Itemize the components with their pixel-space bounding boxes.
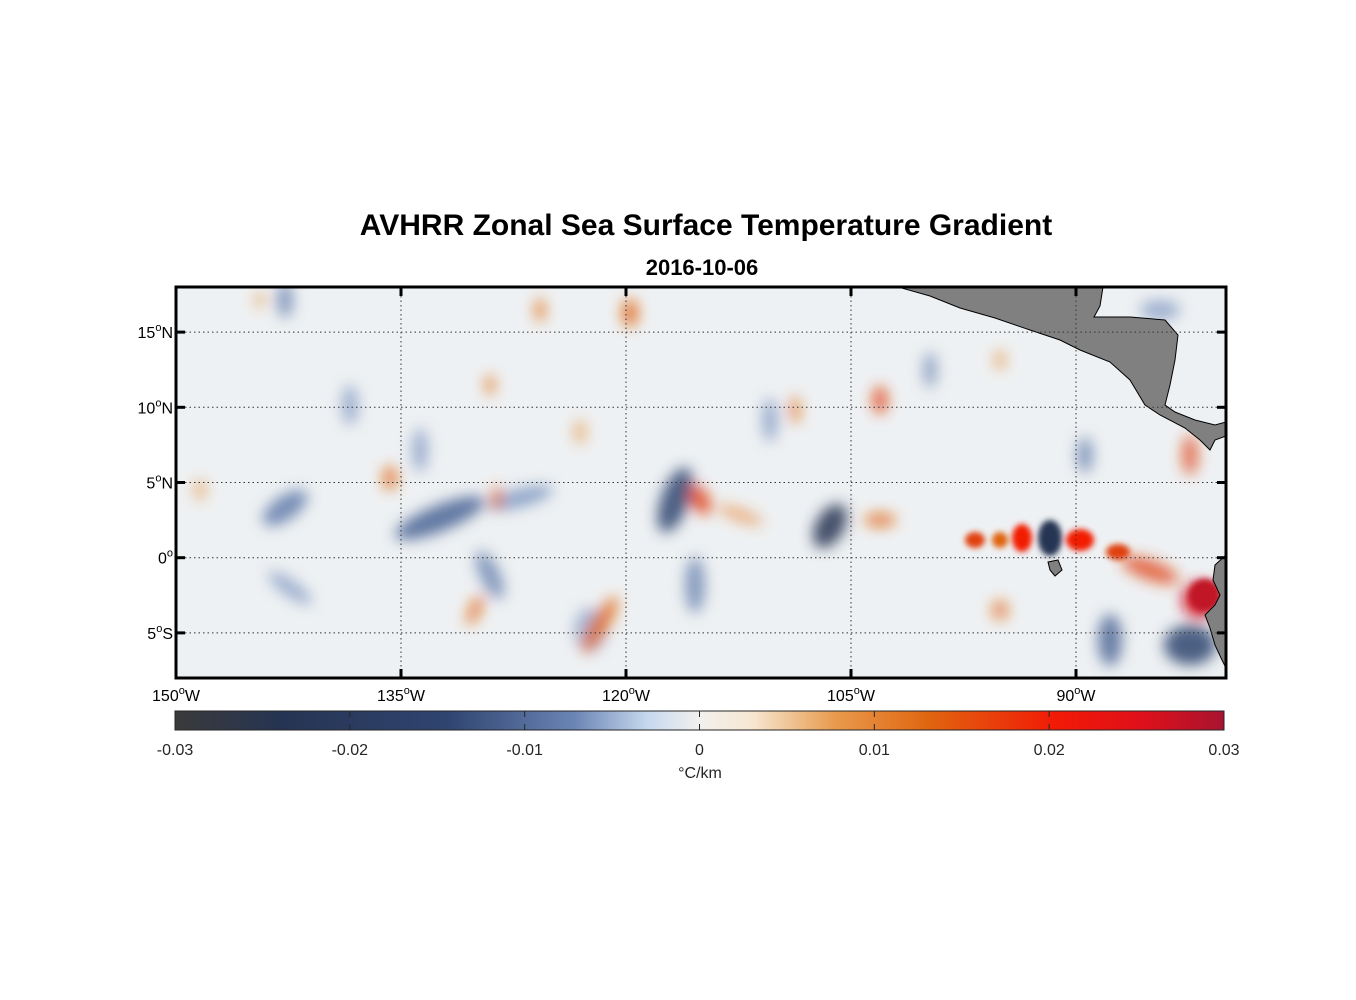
- negative-gradient-patch: [1164, 625, 1216, 665]
- colorbar-tick-label: 0.01: [859, 742, 890, 759]
- ocean-background: [176, 287, 1226, 678]
- positive-gradient-patch: [965, 532, 985, 548]
- colorbar-ticks: -0.03 -0.02 -0.01 0 0.01 0.02 0.03: [157, 711, 1240, 759]
- negative-gradient-patch: [412, 428, 428, 472]
- lat-tick-label: 15oN: [138, 322, 173, 342]
- positive-gradient-patch: [622, 299, 638, 327]
- positive-gradient-patch: [194, 480, 206, 500]
- colorbar-tick-label: -0.02: [332, 742, 369, 759]
- negative-gradient-patch: [475, 551, 505, 599]
- colorbar-label: °C/km: [678, 765, 722, 782]
- figure-title: AVHRR Zonal Sea Surface Temperature Grad…: [360, 209, 1052, 242]
- positive-gradient-patch: [485, 375, 495, 395]
- positive-gradient-patch: [992, 600, 1008, 620]
- colorbar: -0.03 -0.02 -0.01 0 0.01 0.02 0.03 °C/km: [157, 710, 1240, 782]
- colorbar-tick-label: 0.03: [1208, 742, 1239, 759]
- positive-gradient-patch: [254, 292, 266, 308]
- positive-gradient-patch: [1189, 579, 1221, 611]
- lon-tick-label: 150oW: [152, 685, 201, 705]
- lon-tick-label: 135oW: [377, 685, 426, 705]
- lat-tick-label: 10oN: [138, 397, 173, 417]
- positive-gradient-patch: [790, 396, 800, 424]
- lat-tick-label: 5oN: [146, 473, 173, 493]
- land: [897, 287, 1226, 669]
- lon-tick-label: 90oW: [1056, 685, 1096, 705]
- positive-gradient-patch: [1012, 524, 1032, 552]
- positive-gradient-patch: [994, 350, 1006, 370]
- positive-gradient-patch: [864, 513, 896, 527]
- map-panel: 15oN 10oN 5oN 0o 5oS 150oW 135oW 120oW 105oW 90o…: [138, 285, 1228, 705]
- negative-gradient-patch: [1077, 437, 1093, 473]
- longitude-ticks: 150oW 135oW 120oW 105oW 90oW: [152, 287, 1096, 705]
- negative-gradient-patch: [268, 571, 312, 605]
- positive-gradient-patch: [1066, 529, 1094, 551]
- positive-gradient-patch: [383, 466, 397, 490]
- negative-gradient-patch: [395, 496, 485, 540]
- positive-gradient-patch: [873, 386, 887, 414]
- colorbar-tick-label: 0: [695, 742, 704, 759]
- colorbar-tick-label: -0.01: [506, 742, 543, 759]
- colorbar-tick-label: 0.02: [1034, 742, 1065, 759]
- positive-gradient-patch: [1106, 544, 1130, 560]
- negative-gradient-patch: [685, 557, 705, 613]
- latitude-ticks: 15oN 10oN 5oN 0o 5oS: [138, 322, 1226, 643]
- positive-gradient-patch: [492, 486, 502, 510]
- positive-gradient-patch: [1121, 556, 1179, 584]
- positive-gradient-patch: [582, 597, 618, 653]
- negative-gradient-patch: [1038, 520, 1062, 556]
- positive-gradient-patch: [992, 532, 1008, 548]
- lon-tick-label: 120oW: [602, 685, 651, 705]
- land-south-america: [1204, 554, 1226, 669]
- negative-gradient-patch: [1098, 614, 1122, 666]
- land-galapagos: [1047, 559, 1063, 577]
- negative-gradient-patch: [342, 385, 358, 425]
- negative-gradient-patch: [762, 398, 778, 442]
- negative-gradient-patch: [923, 352, 937, 388]
- lat-tick-label: 0o: [158, 548, 173, 568]
- lat-tick-label: 5oS: [147, 623, 173, 643]
- negative-gradient-patch: [262, 490, 308, 526]
- positive-gradient-patch: [1182, 435, 1198, 475]
- positive-gradient-patch: [535, 298, 545, 322]
- figure-subtitle: 2016-10-06: [646, 255, 759, 280]
- negative-gradient-patch: [1140, 300, 1180, 320]
- colorbar-tick-label: -0.03: [157, 742, 194, 759]
- positive-gradient-patch: [717, 505, 763, 525]
- negative-gradient-patch: [657, 467, 693, 533]
- positive-gradient-patch: [466, 595, 484, 625]
- positive-gradient-patch: [688, 485, 712, 515]
- lon-tick-label: 105oW: [827, 685, 876, 705]
- negative-gradient-patch: [277, 287, 293, 318]
- negative-gradient-patch: [812, 504, 848, 548]
- positive-gradient-patch: [574, 420, 586, 444]
- negative-gradient-patch: [487, 485, 553, 511]
- land-central-america: [897, 287, 1226, 451]
- equatorial-front: [965, 520, 1221, 611]
